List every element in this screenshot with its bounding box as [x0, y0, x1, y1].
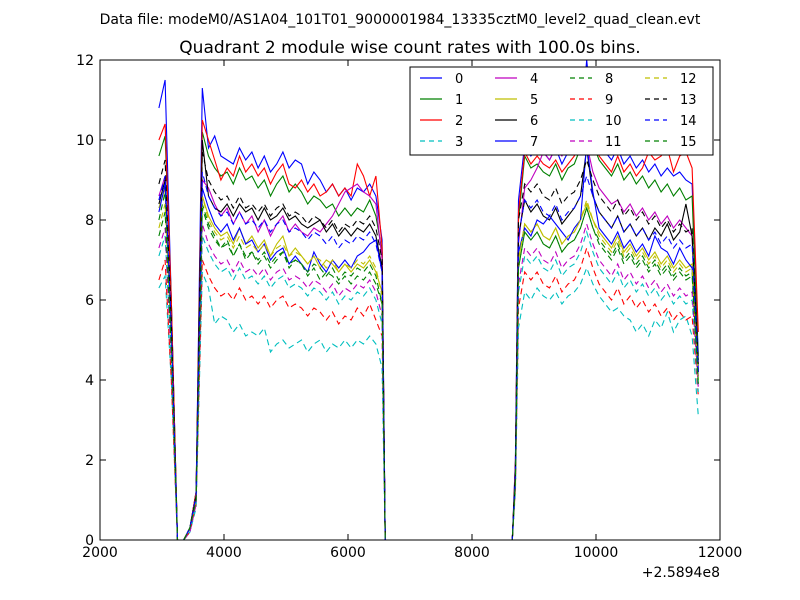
legend-label-0: 0 [455, 72, 463, 87]
series-line-1 [158, 126, 699, 541]
series-line-12 [158, 195, 699, 541]
legend-label-5: 5 [530, 93, 538, 108]
legend-label-8: 8 [605, 72, 613, 87]
legend-label-10: 10 [605, 114, 622, 129]
series-line-0 [158, 59, 699, 541]
series-line-8 [158, 191, 699, 541]
series-line-7 [158, 143, 699, 541]
y-tick-label: 8 [85, 213, 94, 229]
legend-label-6: 6 [530, 114, 538, 129]
y-tick-label: 2 [85, 453, 94, 469]
series-line-4 [158, 139, 699, 541]
x-tick-label: 6000 [330, 545, 366, 561]
legend-label-7: 7 [530, 135, 538, 150]
series-line-10 [158, 230, 699, 541]
plot-area [158, 59, 699, 541]
y-tick-label: 12 [76, 53, 94, 69]
series-line-5 [158, 187, 699, 541]
legend-label-15: 15 [680, 135, 697, 150]
x-offset-label: +2.5894e8 [642, 565, 720, 581]
legend-label-13: 13 [680, 93, 697, 108]
legend-box [409, 66, 714, 156]
series-line-3 [158, 266, 699, 541]
series-line-13 [158, 151, 699, 541]
legend-label-11: 11 [605, 135, 622, 150]
legend-label-3: 3 [455, 135, 463, 150]
legend-label-9: 9 [605, 93, 613, 108]
series-line-9 [158, 246, 699, 541]
x-tick-label: 8000 [454, 545, 490, 561]
chart-title: Quadrant 2 module wise count rates with … [179, 38, 640, 58]
series-line-11 [158, 222, 699, 541]
y-tick-label: 4 [85, 373, 94, 389]
legend-label-14: 14 [680, 114, 697, 129]
suptitle: Data file: modeM0/AS1A04_101T01_90000019… [100, 12, 701, 28]
legend-label-12: 12 [680, 72, 697, 87]
x-tick-label: 4000 [206, 545, 242, 561]
legend-label-4: 4 [530, 72, 538, 87]
series-line-15 [158, 206, 699, 541]
y-tick-label: 6 [85, 293, 94, 309]
x-tick-label: 10000 [574, 545, 619, 561]
y-tick-label: 0 [85, 533, 94, 549]
series-line-2 [158, 79, 699, 541]
legend-label-2: 2 [455, 114, 463, 129]
x-tick-label: 12000 [698, 545, 743, 561]
y-tick-label: 10 [76, 133, 94, 149]
legend-label-1: 1 [455, 93, 463, 108]
series-line-14 [158, 171, 699, 541]
plot-frame [99, 59, 721, 541]
x-tick-label: 2000 [82, 545, 118, 561]
